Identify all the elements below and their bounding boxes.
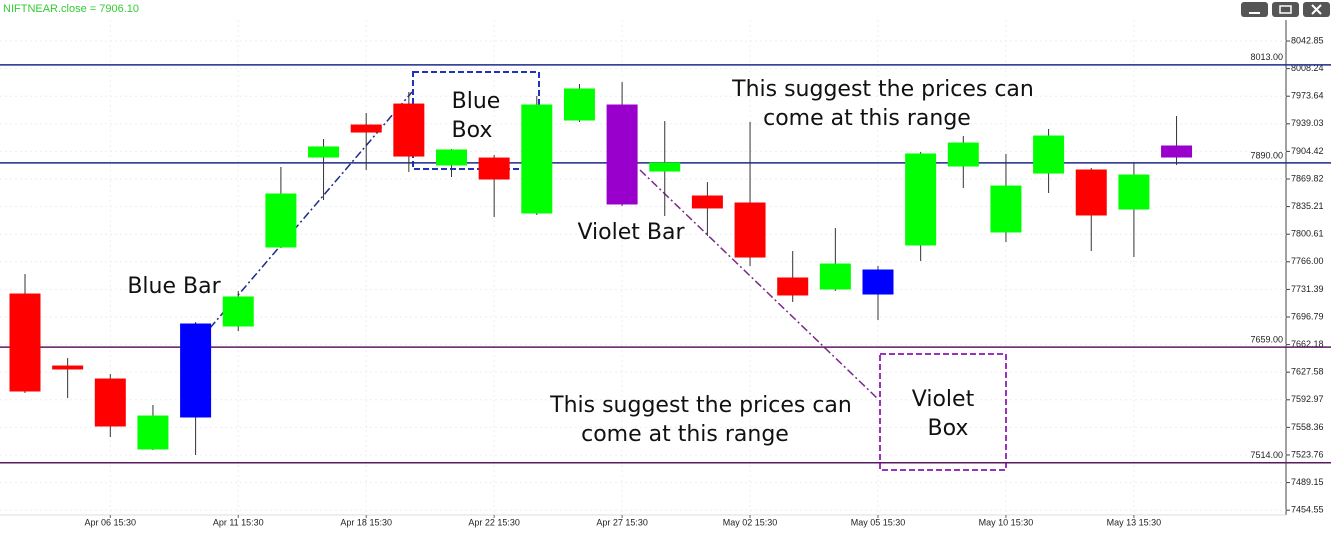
candle-body — [1118, 174, 1150, 210]
y-tick-label: 8042.85 — [1291, 35, 1324, 45]
candle-body — [1033, 135, 1065, 174]
annotation: This suggest the prices can — [731, 77, 1034, 102]
level-label: 7514.00 — [1250, 450, 1283, 460]
x-tick-label: May 02 15:30 — [723, 517, 778, 527]
x-tick-label: Apr 11 15:30 — [213, 517, 264, 527]
y-tick-label: 7523.76 — [1291, 449, 1324, 459]
x-tick-label: Apr 27 15:30 — [596, 517, 648, 527]
candle-body — [350, 124, 382, 133]
header: NIFTNEAR.close = 7906.10 — [3, 3, 139, 15]
maximize-icon — [1279, 5, 1292, 14]
candle-body — [94, 378, 126, 427]
x-tick-label: Apr 22 15:30 — [468, 517, 520, 527]
y-tick-label: 7558.36 — [1291, 422, 1324, 432]
annotation: come at this range — [581, 422, 789, 447]
candle-body — [1075, 169, 1107, 216]
candle-body — [436, 149, 467, 166]
y-tick-label: 7696.79 — [1291, 311, 1324, 321]
candle-body — [947, 142, 979, 167]
x-tick-label: Apr 06 15:30 — [85, 517, 137, 527]
candle-body — [905, 153, 937, 246]
close-icon — [1311, 4, 1322, 15]
minimize-button[interactable] — [1241, 2, 1268, 17]
y-tick-label: 7731.39 — [1291, 284, 1324, 294]
candle-body — [308, 146, 340, 158]
candle-body — [990, 185, 1022, 233]
annotation: Box — [928, 416, 969, 441]
y-tick-label: 7869.82 — [1291, 173, 1324, 183]
candle-body — [9, 293, 41, 392]
plot-area — [0, 20, 1286, 515]
y-tick-label: 7800.61 — [1291, 229, 1324, 239]
y-tick-label: 7766.00 — [1291, 256, 1324, 266]
candle-body — [691, 195, 723, 209]
candle-body — [777, 277, 809, 296]
x-tick-label: Apr 18 15:30 — [340, 517, 392, 527]
candle-body — [180, 323, 212, 418]
y-tick-label: 7454.55 — [1291, 505, 1324, 515]
x-tick-label: May 13 15:30 — [1107, 517, 1162, 527]
violet-trend-line — [639, 169, 878, 399]
candle-body — [521, 104, 553, 214]
candle-body — [606, 104, 638, 205]
candle-body — [563, 88, 595, 121]
y-tick-label: 7835.21 — [1291, 201, 1324, 211]
annotation: This suggest the prices can — [549, 393, 852, 418]
x-tick-label: May 10 15:30 — [979, 517, 1034, 527]
annotation: Violet Bar — [577, 220, 685, 245]
y-tick-label: 7904.42 — [1291, 146, 1324, 156]
level-label: 7659.00 — [1250, 335, 1283, 345]
level-label: 7890.00 — [1250, 150, 1283, 160]
annotation: Box — [452, 118, 493, 143]
annotation: Violet — [912, 387, 975, 412]
candle-body — [478, 157, 510, 180]
candle-body — [393, 103, 425, 157]
y-tick-label: 7489.15 — [1291, 477, 1324, 487]
candle-body — [649, 162, 681, 172]
candle-body — [819, 263, 851, 290]
x-tick-label: May 05 15:30 — [851, 517, 906, 527]
level-label: 8013.00 — [1250, 52, 1283, 62]
candle-body — [222, 296, 254, 327]
y-tick-label: 7592.97 — [1291, 394, 1324, 404]
annotation: Blue Bar — [127, 274, 221, 299]
candle-body — [52, 365, 84, 370]
y-tick-label: 8008.24 — [1291, 63, 1324, 73]
annotation: Blue — [452, 89, 501, 114]
candle-body — [734, 202, 766, 258]
window-buttons — [1241, 2, 1330, 17]
candle-body — [137, 415, 169, 450]
candle-body — [862, 269, 894, 295]
annotation: come at this range — [763, 106, 971, 131]
candle-body — [265, 193, 297, 248]
maximize-button[interactable] — [1272, 2, 1299, 17]
candle-body — [1161, 145, 1193, 158]
y-tick-label: 7973.64 — [1291, 91, 1324, 101]
y-tick-label: 7939.03 — [1291, 118, 1324, 128]
y-tick-label: 7627.58 — [1291, 367, 1324, 377]
violet-box — [879, 353, 1007, 471]
y-tick-label: 7662.18 — [1291, 339, 1324, 349]
